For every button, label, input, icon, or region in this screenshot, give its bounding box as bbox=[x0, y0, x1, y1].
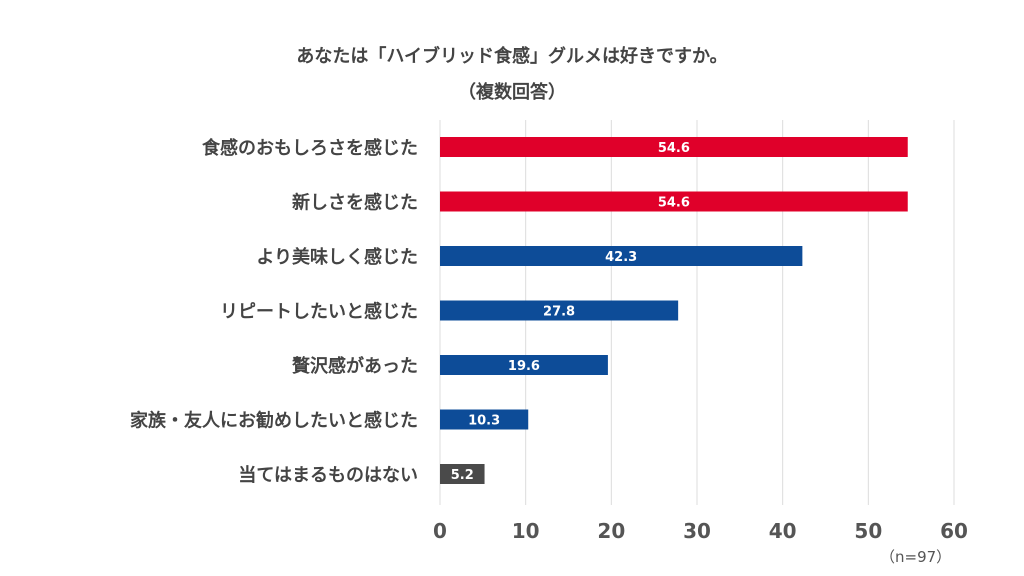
category-label: 贅沢感があった bbox=[292, 355, 418, 377]
category-label: より美味しく感じた bbox=[256, 246, 418, 268]
bar bbox=[440, 300, 679, 321]
category-label: 新しさを感じた bbox=[292, 192, 418, 214]
category-label: リピートしたいと感じた bbox=[220, 301, 418, 323]
x-tick-label: 60 bbox=[940, 519, 968, 543]
bar bbox=[440, 355, 608, 375]
data-label: 10.3 bbox=[468, 414, 500, 429]
data-label: 5.2 bbox=[451, 468, 474, 483]
sample-size-note: （n=97） bbox=[880, 548, 952, 566]
x-tick-label: 10 bbox=[512, 519, 540, 543]
category-label: 家族・友人にお勧めしたいと感じた bbox=[130, 410, 418, 432]
bar bbox=[440, 137, 908, 157]
chart-title-line2: （複数回答） bbox=[458, 82, 566, 103]
category-label: 食感のおもしろさを感じた bbox=[201, 137, 418, 159]
bar bbox=[440, 409, 529, 430]
x-tick-label: 50 bbox=[854, 519, 882, 543]
x-tick-label: 30 bbox=[683, 519, 711, 543]
bar bbox=[440, 191, 908, 212]
x-tick-label: 20 bbox=[597, 519, 625, 543]
x-tick-label: 40 bbox=[769, 519, 797, 543]
data-label: 42.3 bbox=[605, 250, 637, 265]
x-tick-label: 0 bbox=[433, 519, 447, 543]
data-label: 54.6 bbox=[658, 141, 690, 156]
bar bbox=[440, 246, 803, 266]
category-label: 当てはまるものはない bbox=[238, 464, 418, 486]
bar bbox=[440, 464, 485, 484]
chart-title-line1: あなたは「ハイブリッド食感」グルメは好きですか。 bbox=[296, 46, 728, 67]
data-label: 19.6 bbox=[508, 359, 540, 374]
data-label: 54.6 bbox=[658, 196, 690, 211]
data-label: 27.8 bbox=[543, 305, 575, 320]
